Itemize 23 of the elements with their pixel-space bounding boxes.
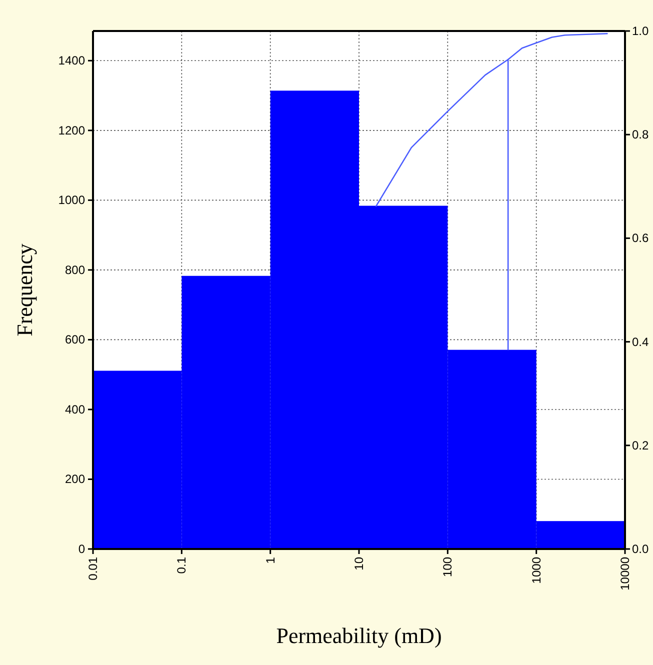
y-tick-label: 1400 bbox=[58, 54, 86, 68]
y2-tick-label: 1.0 bbox=[632, 24, 650, 38]
y2-tick-label: 0.4 bbox=[632, 334, 650, 349]
x-tick-label: 100 bbox=[440, 556, 455, 578]
y2-tick-label: 0.6 bbox=[632, 231, 650, 246]
y-tick-label: 800 bbox=[64, 262, 86, 277]
y2-tick-label: 0.8 bbox=[632, 128, 650, 142]
y-axis-title: Frequency bbox=[12, 244, 37, 336]
x-tick-label: 1 bbox=[263, 556, 278, 564]
y-tick-label: 1000 bbox=[58, 193, 86, 208]
x-tick-label: 10 bbox=[352, 556, 366, 570]
y-tick-label: 400 bbox=[64, 402, 86, 416]
y-tick-label: 0 bbox=[78, 542, 86, 556]
y-tick-label: 600 bbox=[64, 332, 86, 347]
y-tick-label: 1200 bbox=[58, 123, 86, 138]
x-tick-label: 0.1 bbox=[174, 556, 189, 574]
x-tick-label: 1000 bbox=[529, 556, 544, 584]
x-axis-title: Permeability (mD) bbox=[276, 623, 442, 648]
y2-tick-label: 0.0 bbox=[632, 542, 650, 556]
x-tick-label: 0.01 bbox=[86, 556, 100, 580]
y-tick-label: 200 bbox=[64, 472, 86, 486]
y2-tick-label: 0.2 bbox=[632, 438, 650, 452]
x-tick-label: 10000 bbox=[618, 556, 632, 590]
